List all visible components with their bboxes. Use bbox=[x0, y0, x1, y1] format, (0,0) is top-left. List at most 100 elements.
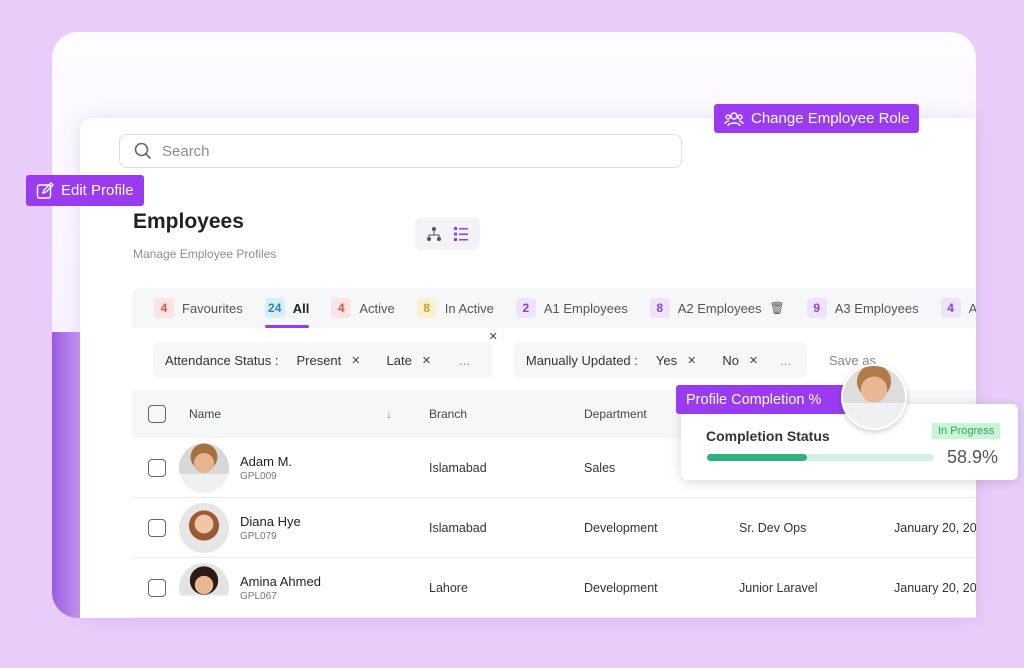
avatar bbox=[179, 442, 229, 493]
row-checkbox[interactable] bbox=[148, 518, 166, 537]
manual-filter[interactable]: Manually Updated : Yes ✕ No ✕ ... bbox=[513, 342, 808, 378]
clear-filter-icon[interactable]: ✕ bbox=[488, 331, 498, 343]
row-checkbox[interactable] bbox=[148, 578, 166, 597]
org-chart-icon[interactable] bbox=[426, 226, 442, 242]
list-view-icon[interactable] bbox=[453, 226, 469, 242]
employee-id: GPL079 bbox=[240, 530, 277, 542]
filter-chip[interactable]: No ✕ bbox=[714, 353, 766, 368]
branch: Islamabad bbox=[429, 460, 487, 475]
row-checkbox[interactable] bbox=[148, 458, 166, 477]
edit-profile-label: Edit Profile bbox=[61, 182, 134, 199]
header-branch[interactable]: Branch bbox=[429, 407, 468, 421]
trash-icon[interactable]: 🗑 bbox=[769, 301, 785, 315]
attendance-filter[interactable]: Attendance Status : Present ✕ Late ✕ ... ✕ bbox=[153, 331, 498, 378]
status-badge: In Progress bbox=[932, 423, 1001, 439]
tab-label: A2 Employees bbox=[677, 300, 762, 316]
tab-a2-employees[interactable]: 8 A2 Employees 🗑 bbox=[649, 288, 785, 328]
close-icon[interactable]: ✕ bbox=[421, 354, 432, 367]
employee-name[interactable]: Adam M. bbox=[240, 453, 293, 469]
save-as-button[interactable]: Save as bbox=[829, 352, 876, 368]
tab-bar: 4 Favourites 24 All 4 Active 8 In Active 2 A1 Emp… bbox=[132, 288, 976, 328]
branch: Lahore bbox=[429, 580, 468, 595]
more-filters[interactable]: ... bbox=[780, 352, 792, 368]
tab-label: In Active bbox=[444, 300, 494, 316]
table-row[interactable]: Adam M. GPL009 Islamabad Sales bbox=[132, 438, 976, 498]
close-icon[interactable]: ✕ bbox=[351, 354, 361, 367]
tab-count: 2 bbox=[515, 298, 536, 318]
tab-favourites[interactable]: 4 Favourites bbox=[154, 288, 243, 328]
edit-icon bbox=[36, 181, 54, 199]
tab-label: Active bbox=[359, 300, 395, 316]
completion-title: Completion Status bbox=[706, 428, 830, 444]
close-icon[interactable]: ✕ bbox=[687, 354, 697, 367]
department: Sales bbox=[584, 460, 616, 475]
completion-card: Completion Status In Progress 58.9% bbox=[681, 404, 1018, 480]
department: Development bbox=[584, 580, 658, 595]
sort-arrow-icon[interactable]: ↓ bbox=[386, 407, 392, 421]
tab-a1-employees[interactable]: 2 A1 Employees bbox=[515, 288, 628, 328]
filter-label: Manually Updated : bbox=[525, 352, 638, 368]
search-input[interactable]: Search bbox=[119, 134, 682, 168]
tab-all[interactable]: 24 All bbox=[264, 288, 310, 328]
join-date: January 20, 20 bbox=[894, 580, 976, 595]
filter-label: Attendance Status : bbox=[165, 352, 279, 368]
select-all-checkbox[interactable] bbox=[148, 405, 166, 423]
search-placeholder: Search bbox=[162, 142, 210, 160]
employee-name[interactable]: Amina Ahmed bbox=[240, 573, 321, 589]
tab-label: A1 Employees bbox=[543, 300, 628, 316]
tab-active[interactable]: 4 Active bbox=[331, 288, 395, 328]
join-date: January 20, 20 bbox=[894, 520, 976, 535]
more-filters[interactable]: ... bbox=[459, 352, 470, 368]
tab-count: 8 bbox=[416, 298, 437, 318]
chip-label: Late bbox=[386, 352, 412, 368]
tab-count: 9 bbox=[806, 298, 827, 318]
users-icon bbox=[724, 111, 744, 126]
progress-fill bbox=[707, 454, 808, 461]
department: Development bbox=[584, 520, 658, 535]
table-row[interactable]: Amina Ahmed GPL067 Lahore Development Jun… bbox=[132, 558, 976, 618]
avatar bbox=[179, 502, 229, 553]
employee-id: GPL009 bbox=[240, 470, 277, 482]
employee-id: GPL067 bbox=[240, 590, 277, 602]
header-department[interactable]: Department bbox=[584, 407, 647, 421]
chip-label: No bbox=[722, 352, 739, 368]
profile-completion-label: Profile Completion % bbox=[686, 391, 822, 408]
designation: Junior Laravel bbox=[739, 580, 818, 595]
change-role-label: Change Employee Role bbox=[751, 110, 910, 127]
tab-label: A bbox=[968, 300, 976, 316]
view-toggle bbox=[415, 218, 480, 250]
tab-label: A3 Employees bbox=[834, 300, 919, 316]
table-row[interactable]: Diana Hye GPL079 Islamabad Development Sr… bbox=[132, 498, 976, 558]
filter-chip[interactable]: Yes ✕ bbox=[648, 353, 704, 368]
edit-profile-badge[interactable]: Edit Profile bbox=[26, 175, 144, 206]
tab-count: 24 bbox=[264, 298, 285, 318]
profile-completion-badge: Profile Completion % bbox=[676, 385, 852, 414]
branch: Islamabad bbox=[429, 520, 487, 535]
tab-label: Favourites bbox=[182, 300, 243, 316]
avatar bbox=[841, 364, 907, 430]
chip-label: Present bbox=[296, 352, 342, 368]
employee-name[interactable]: Diana Hye bbox=[240, 513, 301, 529]
tab-a3-employees[interactable]: 9 A3 Employees bbox=[806, 288, 919, 328]
tab-count: 4 bbox=[940, 298, 961, 318]
filter-chip[interactable]: Late ✕ bbox=[379, 353, 440, 368]
designation: Sr. Dev Ops bbox=[739, 520, 807, 535]
tab-count: 4 bbox=[331, 298, 352, 318]
tab-label: All bbox=[292, 300, 310, 316]
tab-in-active[interactable]: 8 In Active bbox=[416, 288, 494, 328]
tab-count: 4 bbox=[154, 298, 174, 318]
change-role-badge[interactable]: Change Employee Role bbox=[714, 104, 920, 133]
filter-bar: Attendance Status : Present ✕ Late ✕ ... ✕… bbox=[153, 331, 876, 378]
search-icon bbox=[134, 142, 152, 160]
header-name[interactable]: Name bbox=[189, 407, 222, 421]
chip-label: Yes bbox=[655, 352, 678, 368]
tab-count: 8 bbox=[649, 298, 670, 318]
page-title: Employees bbox=[133, 210, 244, 233]
employees-panel: Search Employees Manage Employee Profile… bbox=[80, 118, 976, 618]
page-subtitle: Manage Employee Profiles bbox=[133, 247, 277, 261]
completion-percent: 58.9% bbox=[947, 447, 999, 467]
filter-chip[interactable]: Present ✕ bbox=[288, 353, 368, 368]
close-icon[interactable]: ✕ bbox=[748, 354, 759, 367]
progress-bar bbox=[707, 454, 934, 461]
